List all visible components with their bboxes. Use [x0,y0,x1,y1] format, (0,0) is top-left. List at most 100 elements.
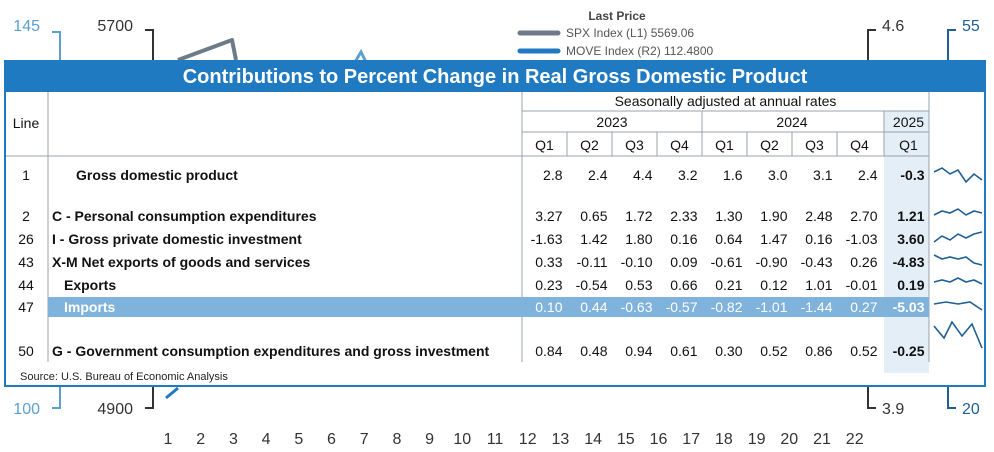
row-value: 1.72 [625,208,652,224]
x-tick-label: 10 [453,431,471,448]
legend-label-1: SPX Index (L1) 5569.06 [566,26,694,40]
row-value: 1.90 [760,208,787,224]
x-tick-label: 5 [294,431,303,448]
table-title: Contributions to Percent Change in Real … [6,62,984,92]
quarter-header: Q1 [535,137,554,153]
quarter-header: Q1 [899,137,918,153]
right-inner-bottom-tick: 3.9 [882,401,904,418]
x-tick-label: 19 [748,431,766,448]
row-value: -0.82 [711,299,743,315]
row-value: 0.64 [715,231,742,247]
row-sparkline [933,301,983,311]
left-inner-axis-line [145,29,154,409]
x-tick-label: 14 [584,431,602,448]
row-line-number: 44 [18,277,34,293]
left-inner-top-tick: 5700 [97,18,133,35]
row-value: 0.10 [535,299,562,315]
year-header: 2025 [893,114,924,130]
row-value: -0.61 [711,254,743,270]
x-tick-label: 3 [229,431,238,448]
row-value: 1.30 [715,208,742,224]
row-value: 0.53 [625,277,652,293]
row-value: -1.44 [801,299,833,315]
row-value: 1.01 [805,277,832,293]
row-value: -0.57 [666,299,698,315]
row-value: 2.4 [588,167,608,183]
row-value: -0.63 [621,299,653,315]
row-value: 0.16 [670,231,697,247]
row-line-number: 47 [18,299,34,315]
row-value: 2.70 [850,208,877,224]
row-label: Imports [64,299,116,315]
quarter-header: Q3 [625,137,644,153]
row-value: 2.4 [858,167,878,183]
row-label: Gross domestic product [76,167,238,183]
left-outer-bottom-tick: 100 [13,401,40,418]
row-value: 0.84 [535,343,562,359]
row-value: -0.54 [576,277,608,293]
row-value: 0.33 [535,254,562,270]
spx-line-fragment [177,38,238,62]
row-value: 0.94 [625,343,652,359]
row-value: 0.09 [670,254,697,270]
year-header: 2024 [776,114,807,130]
row-value: 0.26 [850,254,877,270]
row-label: X-M Net exports of goods and services [52,254,310,270]
row-line-number: 2 [22,208,30,224]
right-outer-top-tick: 55 [962,18,980,35]
current-quarter-column-shade [884,111,929,373]
row-value: -1.03 [846,231,878,247]
quarter-header: Q4 [670,137,689,153]
x-tick-label: 1 [164,431,173,448]
row-line-number: 50 [18,343,34,359]
row-value: 0.23 [535,277,562,293]
row-value: -1.01 [756,299,788,315]
right-inner-axis-line [867,29,876,409]
row-value: 0.52 [850,343,877,359]
row-value: 0.61 [670,343,697,359]
year-header: 2023 [596,114,627,130]
row-value: 2.33 [670,208,697,224]
row-sparkline [933,277,983,285]
row-value-current: -0.25 [893,343,925,359]
row-value: 0.66 [670,277,697,293]
row-value: -0.01 [846,277,878,293]
row-value: -1.63 [531,231,563,247]
row-value: 2.48 [805,208,832,224]
row-value-current: 0.19 [897,277,924,293]
row-label: Exports [64,277,116,293]
row-value-current: -0.3 [900,167,924,183]
x-tick-label: 12 [519,431,537,448]
x-tick-label: 17 [682,431,700,448]
right-inner-top-tick: 4.6 [882,18,904,35]
x-tick-label: 22 [846,431,864,448]
row-sparkline [933,254,983,266]
row-value: 3.1 [813,167,833,183]
row-value: -0.11 [577,254,608,270]
row-value: 1.42 [580,231,607,247]
row-value: 0.44 [580,299,607,315]
legend-label-2: MOVE Index (R2) 112.4800 [566,44,714,58]
row-value-current: 3.60 [897,231,924,247]
move-line-fragment-bottom [165,386,179,400]
quarter-header: Q3 [805,137,824,153]
row-sparkline [933,208,983,216]
x-tick-label: 9 [425,431,434,448]
left-outer-axis-line [52,31,61,409]
x-tick-label: 11 [487,431,504,448]
x-tick-label: 16 [650,431,668,448]
quarter-header: Q2 [580,137,599,153]
x-tick-label: 6 [327,431,336,448]
row-value: 1.47 [760,231,787,247]
row-value: -0.90 [756,254,788,270]
x-tick-label: 18 [715,431,733,448]
row-sparkline [933,167,983,184]
row-label: C - Personal consumption expenditures [52,208,317,224]
x-tick-label: 15 [617,431,635,448]
row-value: 0.27 [850,299,877,315]
source-note: Source: U.S. Bureau of Economic Analysis [20,371,228,383]
left-outer-top-tick: 145 [13,18,40,35]
row-value: -0.10 [621,254,653,270]
row-value: 0.52 [760,343,787,359]
